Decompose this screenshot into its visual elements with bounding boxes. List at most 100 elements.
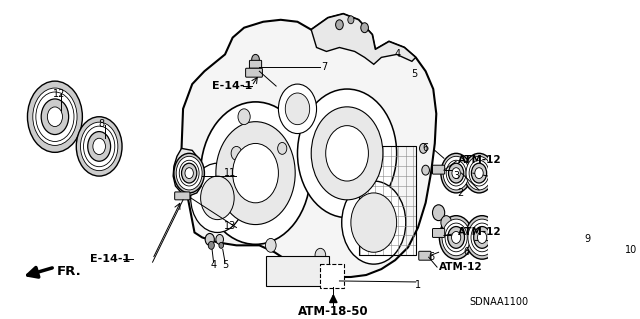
Circle shape	[441, 216, 452, 229]
Circle shape	[326, 271, 338, 287]
Circle shape	[182, 163, 196, 183]
Text: FR.: FR.	[57, 264, 82, 278]
Circle shape	[351, 193, 397, 252]
Circle shape	[36, 92, 74, 141]
Circle shape	[452, 168, 460, 179]
Text: 8: 8	[99, 119, 104, 129]
Circle shape	[191, 163, 244, 233]
FancyBboxPatch shape	[319, 264, 344, 288]
Circle shape	[326, 126, 369, 181]
Circle shape	[329, 275, 335, 283]
Polygon shape	[182, 14, 436, 277]
Circle shape	[216, 234, 223, 244]
FancyBboxPatch shape	[175, 192, 190, 200]
Circle shape	[47, 107, 63, 127]
Circle shape	[446, 160, 466, 186]
Circle shape	[84, 126, 115, 167]
Circle shape	[185, 168, 193, 179]
Polygon shape	[173, 148, 202, 196]
Circle shape	[76, 117, 122, 176]
Text: E-14-1: E-14-1	[212, 81, 252, 91]
Circle shape	[176, 156, 202, 190]
Circle shape	[335, 20, 343, 30]
Circle shape	[315, 248, 326, 262]
Circle shape	[278, 143, 287, 154]
Text: 6: 6	[464, 247, 470, 257]
Polygon shape	[311, 14, 416, 64]
Circle shape	[433, 205, 445, 221]
Text: 4: 4	[211, 260, 216, 270]
FancyBboxPatch shape	[250, 60, 262, 68]
Circle shape	[216, 122, 295, 225]
Text: 10: 10	[625, 245, 637, 255]
Circle shape	[231, 146, 242, 160]
Circle shape	[205, 234, 214, 245]
Circle shape	[348, 16, 354, 24]
Circle shape	[464, 153, 494, 193]
Circle shape	[28, 81, 83, 152]
Circle shape	[174, 153, 204, 193]
Circle shape	[445, 223, 467, 252]
FancyBboxPatch shape	[433, 228, 445, 237]
Circle shape	[266, 238, 276, 252]
FancyBboxPatch shape	[419, 251, 431, 260]
FancyBboxPatch shape	[246, 68, 262, 77]
Circle shape	[342, 181, 406, 264]
Circle shape	[233, 144, 278, 203]
Circle shape	[33, 88, 77, 145]
Circle shape	[475, 168, 483, 179]
Circle shape	[439, 216, 473, 259]
Circle shape	[200, 102, 310, 244]
Circle shape	[88, 131, 111, 161]
Text: 6: 6	[429, 252, 435, 262]
Text: ATM-12: ATM-12	[458, 227, 501, 237]
Circle shape	[468, 219, 496, 256]
Text: 13: 13	[224, 220, 237, 231]
Circle shape	[449, 163, 464, 183]
Circle shape	[422, 165, 429, 175]
Circle shape	[252, 55, 259, 64]
Circle shape	[182, 164, 196, 182]
Text: 9: 9	[584, 234, 590, 244]
Circle shape	[465, 216, 499, 259]
Circle shape	[474, 226, 490, 248]
Circle shape	[443, 156, 469, 190]
FancyBboxPatch shape	[433, 165, 445, 174]
Circle shape	[361, 23, 369, 33]
Circle shape	[452, 232, 461, 243]
Circle shape	[311, 107, 383, 200]
Circle shape	[442, 219, 470, 256]
Circle shape	[208, 241, 214, 249]
Text: E-14-1: E-14-1	[90, 254, 131, 264]
Circle shape	[278, 84, 317, 134]
Text: 5: 5	[222, 260, 228, 270]
Text: 1: 1	[415, 280, 421, 290]
Circle shape	[469, 160, 489, 186]
Text: 7: 7	[321, 62, 327, 72]
Text: ATM-12: ATM-12	[438, 262, 482, 272]
Text: 6: 6	[422, 144, 429, 153]
Text: 12: 12	[53, 89, 66, 99]
Circle shape	[93, 138, 106, 155]
Text: 11: 11	[224, 168, 237, 178]
Circle shape	[41, 99, 68, 135]
Circle shape	[441, 153, 472, 193]
Circle shape	[285, 93, 310, 125]
Circle shape	[477, 232, 486, 243]
Text: 4: 4	[394, 49, 401, 59]
Circle shape	[219, 242, 223, 248]
Circle shape	[420, 144, 427, 153]
Text: 2: 2	[457, 188, 463, 198]
Circle shape	[200, 176, 234, 219]
Circle shape	[179, 160, 199, 186]
Circle shape	[298, 89, 397, 218]
Text: ATM-12: ATM-12	[458, 155, 501, 165]
Text: ATM-18-50: ATM-18-50	[298, 305, 369, 318]
Circle shape	[471, 223, 493, 252]
Circle shape	[238, 109, 250, 125]
Text: 3: 3	[453, 171, 460, 181]
Text: 5: 5	[411, 69, 417, 79]
FancyBboxPatch shape	[266, 256, 329, 286]
Circle shape	[466, 156, 492, 190]
Circle shape	[448, 226, 465, 248]
